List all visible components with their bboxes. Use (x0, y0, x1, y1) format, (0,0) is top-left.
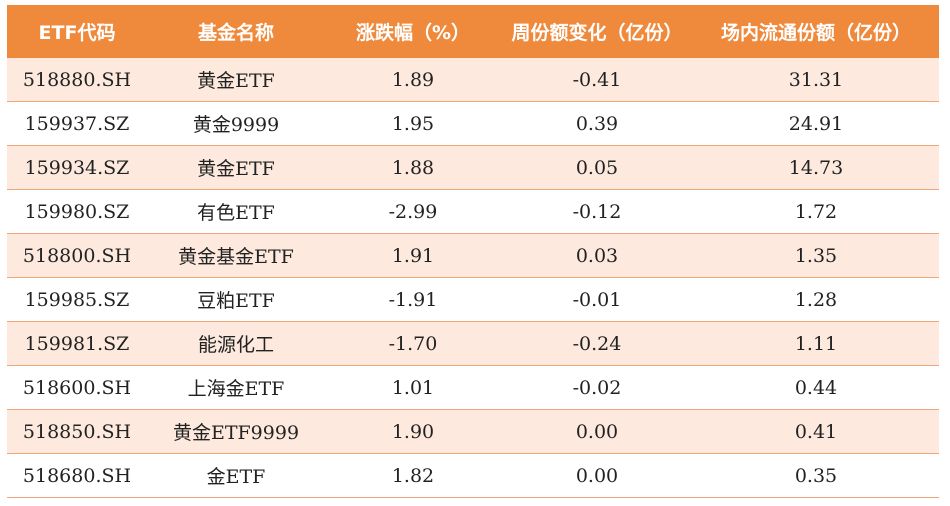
cell-circulating-shares: 1.28 (693, 277, 939, 322)
cell-circulating-shares: 1.72 (693, 189, 939, 234)
cell-code: 518880.SH (7, 58, 147, 102)
cell-code: 159937.SZ (7, 101, 147, 146)
table-row: 518680.SH 金ETF 1.82 0.00 0.35 (7, 453, 939, 498)
cell-weekly-share-change: 0.00 (501, 453, 693, 498)
cell-circulating-shares: 0.41 (693, 409, 939, 454)
cell-name: 黄金9999 (147, 101, 325, 146)
cell-circulating-shares: 24.91 (693, 101, 939, 146)
cell-name: 上海金ETF (147, 365, 325, 410)
cell-change: 1.91 (325, 233, 501, 278)
cell-change: 1.90 (325, 409, 501, 454)
cell-weekly-share-change: -0.02 (501, 365, 693, 410)
table-row: 518600.SH 上海金ETF 1.01 -0.02 0.44 (7, 365, 939, 410)
table-header-row: ETF代码 基金名称 涨跌幅（%） 周份额变化（亿份） 场内流通份额（亿份） (7, 5, 939, 58)
cell-code: 159980.SZ (7, 189, 147, 234)
table-row: 518850.SH 黄金ETF9999 1.90 0.00 0.41 (7, 409, 939, 454)
cell-circulating-shares: 14.73 (693, 145, 939, 190)
cell-circulating-shares: 1.35 (693, 233, 939, 278)
cell-circulating-shares: 0.35 (693, 453, 939, 498)
cell-name: 黄金ETF (147, 145, 325, 190)
cell-name: 黄金ETF9999 (147, 409, 325, 454)
cell-name: 豆粕ETF (147, 277, 325, 322)
table-row: 159937.SZ 黄金9999 1.95 0.39 24.91 (7, 101, 939, 146)
cell-weekly-share-change: -0.41 (501, 58, 693, 102)
cell-name: 能源化工 (147, 321, 325, 366)
cell-weekly-share-change: -0.24 (501, 321, 693, 366)
cell-weekly-share-change: 0.00 (501, 409, 693, 454)
cell-circulating-shares: 1.11 (693, 321, 939, 366)
cell-name: 金ETF (147, 453, 325, 498)
column-header-code: ETF代码 (7, 5, 147, 58)
cell-change: 1.95 (325, 101, 501, 146)
table-row: 159985.SZ 豆粕ETF -1.91 -0.01 1.28 (7, 277, 939, 322)
cell-weekly-share-change: 0.03 (501, 233, 693, 278)
cell-circulating-shares: 31.31 (693, 58, 939, 102)
table-row: 518800.SH 黄金基金ETF 1.91 0.03 1.35 (7, 233, 939, 278)
table-row: 159934.SZ 黄金ETF 1.88 0.05 14.73 (7, 145, 939, 190)
table-row: 518880.SH 黄金ETF 1.89 -0.41 31.31 (7, 58, 939, 102)
cell-weekly-share-change: 0.05 (501, 145, 693, 190)
cell-change: -1.70 (325, 321, 501, 366)
cell-change: 1.88 (325, 145, 501, 190)
table-row: 159980.SZ 有色ETF -2.99 -0.12 1.72 (7, 189, 939, 234)
cell-name: 黄金基金ETF (147, 233, 325, 278)
cell-code: 518680.SH (7, 453, 147, 498)
cell-weekly-share-change: -0.12 (501, 189, 693, 234)
column-header-change: 涨跌幅（%） (325, 5, 501, 58)
cell-change: 1.89 (325, 58, 501, 102)
cell-circulating-shares: 0.44 (693, 365, 939, 410)
cell-change: -2.99 (325, 189, 501, 234)
table-row: 159981.SZ 能源化工 -1.70 -0.24 1.11 (7, 321, 939, 366)
cell-change: 1.01 (325, 365, 501, 410)
cell-code: 518850.SH (7, 409, 147, 454)
cell-code: 159934.SZ (7, 145, 147, 190)
cell-name: 黄金ETF (147, 58, 325, 102)
column-header-circulating-shares: 场内流通份额（亿份） (693, 5, 939, 58)
cell-code: 159985.SZ (7, 277, 147, 322)
etf-table: ETF代码 基金名称 涨跌幅（%） 周份额变化（亿份） 场内流通份额（亿份） 5… (7, 5, 939, 498)
column-header-name: 基金名称 (147, 5, 325, 58)
column-header-weekly-share-change: 周份额变化（亿份） (501, 5, 693, 58)
cell-code: 518600.SH (7, 365, 147, 410)
cell-code: 159981.SZ (7, 321, 147, 366)
cell-code: 518800.SH (7, 233, 147, 278)
cell-weekly-share-change: 0.39 (501, 101, 693, 146)
cell-change: -1.91 (325, 277, 501, 322)
cell-name: 有色ETF (147, 189, 325, 234)
cell-weekly-share-change: -0.01 (501, 277, 693, 322)
cell-change: 1.82 (325, 453, 501, 498)
